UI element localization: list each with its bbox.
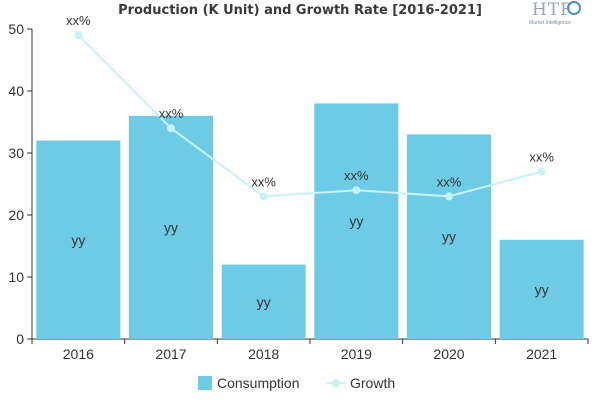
bar-2018	[221, 264, 306, 339]
bar-2019	[314, 103, 399, 340]
globe-icon	[567, 1, 581, 15]
bar-2020	[407, 134, 491, 339]
logo-sub-text: Market Intelligence	[529, 20, 571, 26]
growth-point-2016	[74, 31, 83, 40]
x-tick-label: 2017	[155, 346, 186, 362]
growth-data-label: xx%	[344, 168, 369, 183]
bar-data-label: yy	[442, 229, 456, 245]
legend-marker-growth	[332, 379, 340, 387]
growth-data-label: xx%	[529, 150, 554, 165]
growth-point-2018	[259, 192, 268, 201]
y-tick-label: 0	[16, 331, 24, 347]
bar-2017	[129, 115, 213, 339]
x-tick-label: 2018	[248, 346, 279, 362]
bar-data-label: yy	[71, 232, 85, 248]
growth-data-label: xx%	[66, 13, 91, 28]
growth-data-label: xx%	[251, 174, 276, 189]
bar-data-label: yy	[164, 219, 178, 235]
bar-2016	[36, 140, 121, 339]
bar-data-label: yy	[535, 281, 549, 297]
growth-point-2020	[445, 192, 453, 201]
growth-point-2017	[167, 124, 175, 133]
chart-title: Production (K Unit) and Growth Rate [201…	[118, 3, 482, 18]
growth-point-2019	[352, 186, 361, 195]
growth-data-label: xx%	[159, 106, 184, 121]
growth-data-label: xx%	[437, 174, 462, 189]
bar-data-label: yy	[257, 294, 271, 310]
logo-main-text: HTF	[532, 0, 573, 20]
growth-point-2021	[537, 167, 546, 176]
legend-label-growth: Growth	[350, 375, 395, 391]
x-tick-label: 2016	[63, 346, 94, 362]
bar-data-label: yy	[349, 213, 363, 229]
bar-2021	[499, 239, 584, 339]
legend-label-consumption: Consumption	[217, 375, 300, 391]
y-tick-label: 50	[8, 21, 24, 37]
growth-line	[77, 34, 542, 198]
legend-swatch-consumption	[198, 376, 212, 390]
y-tick-label: 10	[8, 269, 24, 285]
y-tick-label: 30	[8, 145, 24, 161]
htf-logo: HTF Market Intelligence	[529, 0, 589, 30]
x-tick-label: 2021	[526, 346, 557, 362]
y-tick-label: 20	[8, 207, 24, 223]
y-tick-label: 40	[8, 83, 24, 99]
x-tick-label: 2019	[341, 346, 372, 362]
x-tick-label: 2020	[433, 346, 464, 362]
